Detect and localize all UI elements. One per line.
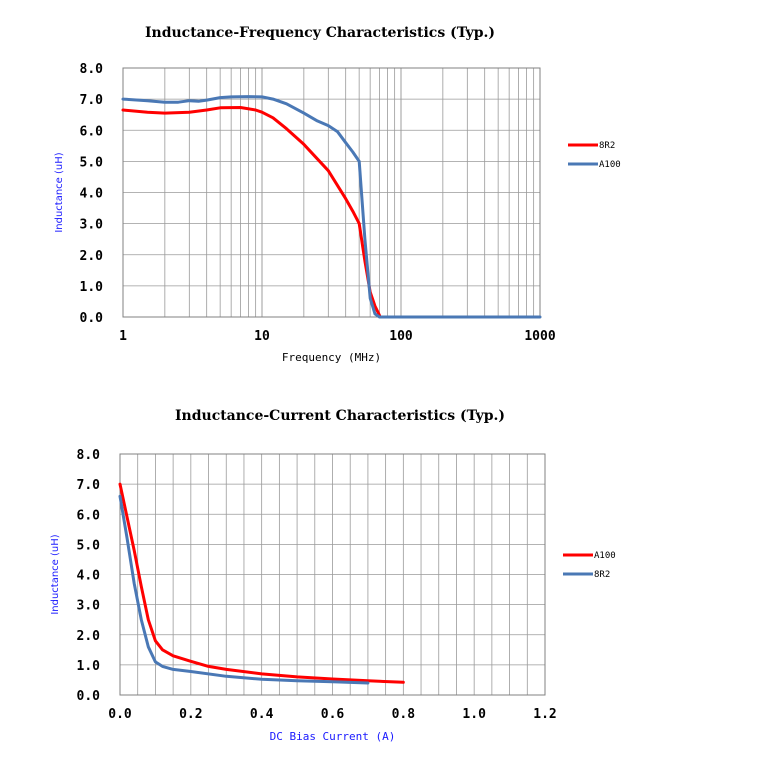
chart1-series-8r2-line <box>121 106 381 317</box>
chart2-xtick-label: 0.0 <box>108 707 132 722</box>
chart1-ytick-label: 8.0 <box>80 62 104 77</box>
chart2-ytick-label: 0.0 <box>77 689 101 704</box>
chart1-xtick-label: 10 <box>254 329 270 344</box>
chart2-xtick-label: 0.6 <box>321 707 345 722</box>
chart1-ytick-label: 5.0 <box>80 155 104 170</box>
chart1-ytick-label: 6.0 <box>80 124 104 139</box>
chart1-legend-label: 8R2 <box>599 141 615 151</box>
chart2-ytick-label: 5.0 <box>77 538 101 553</box>
chart1-xtick-label: 100 <box>389 329 413 344</box>
chart1-ytick-label: 4.0 <box>80 187 104 202</box>
chart2-xtick-label: 0.4 <box>250 707 274 722</box>
chart2-legend-label: A100 <box>594 551 616 561</box>
chart1-group: Inductance-Frequency Characteristics (Ty… <box>54 25 621 364</box>
chart1-ytick-label: 1.0 <box>80 280 104 295</box>
chart2-plot-frame <box>119 453 546 696</box>
chart1-title: Inductance-Frequency Characteristics (Ty… <box>145 25 495 41</box>
chart2-xtick-label: 1.2 <box>533 707 556 722</box>
chart1-ytick-label: 2.0 <box>80 249 104 264</box>
chart2-xtick-label: 1.0 <box>462 707 486 722</box>
chart2-x-axis-label: DC Bias Current (A) <box>270 730 396 743</box>
chart2-series-8r2-line <box>118 494 370 685</box>
chart1-ytick-label: 7.0 <box>80 93 104 108</box>
chart2-ytick-label: 7.0 <box>77 478 101 493</box>
chart2-series-a100-line <box>118 482 405 684</box>
chart2-y-axis-label: Inductance (uH) <box>50 534 61 614</box>
chart1-series-a100-line <box>121 95 542 319</box>
chart1-ytick-label: 0.0 <box>80 311 104 326</box>
chart2-xtick-label: 0.2 <box>179 707 202 722</box>
chart2-ytick-label: 8.0 <box>77 448 101 463</box>
chart1-y-axis-label: Inductance (uH) <box>54 152 65 232</box>
chart2-ytick-label: 4.0 <box>77 569 101 584</box>
chart1-plot-frame <box>122 67 541 318</box>
chart2-ytick-label: 6.0 <box>77 508 101 523</box>
chart1-xtick-label: 1 <box>119 329 127 344</box>
chart1-x-axis-label: Frequency (MHz) <box>282 351 381 364</box>
chart2-title: Inductance-Current Characteristics (Typ.… <box>175 408 505 424</box>
chart2-legend-label: 8R2 <box>594 570 610 580</box>
chart1-legend-label: A100 <box>599 160 621 170</box>
chart2-ytick-label: 3.0 <box>77 599 101 614</box>
chart1-xtick-label: 1000 <box>524 329 555 344</box>
chart1-ytick-label: 3.0 <box>80 218 104 233</box>
chart2-xtick-label: 0.8 <box>392 707 416 722</box>
chart2-ytick-label: 1.0 <box>77 659 101 674</box>
chart2-group: Inductance-Current Characteristics (Typ.… <box>50 408 616 743</box>
chart2-ytick-label: 2.0 <box>77 629 101 644</box>
